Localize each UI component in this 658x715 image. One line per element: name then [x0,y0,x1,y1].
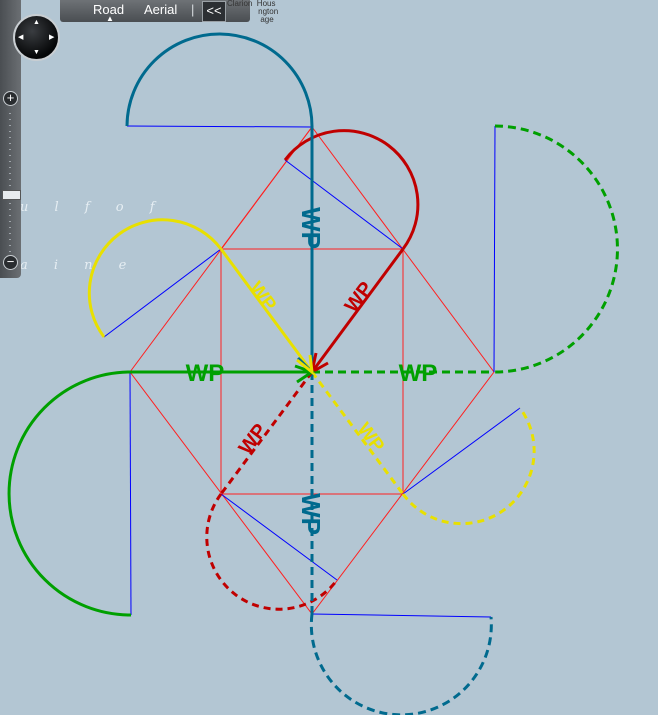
route-leg-red-northeast[interactable] [310,248,405,373]
route-leg-yellow-northwest[interactable] [219,248,314,373]
zoom-slider-thumb[interactable] [2,190,21,200]
pan-down-icon[interactable]: ▼ [33,49,40,56]
wp-label-red-northeast: WP [341,278,378,317]
waypoint-arc-blue-south [309,613,493,715]
pan-left-icon[interactable]: ◀ [18,34,24,41]
zoom-out-button[interactable]: − [3,255,18,270]
wp-label-yellow-southeast: WP [353,419,388,456]
wp-label-red-southwest: WP [235,420,272,459]
route-leg-red-southwest[interactable] [219,371,314,495]
pan-compass-control[interactable]: ▲ ▼ ◀ ▶ [13,14,60,61]
wp-label-yellow-northwest: WP [245,278,280,315]
waypoint-arc-blue-north [125,32,314,128]
wp-label-green-east: WP [399,360,438,387]
waypoint-arc-green-east [493,124,619,374]
zoom-panel: + − [0,0,21,278]
selected-tab-indicator: ▲ [106,14,114,23]
zoom-slider-track[interactable] [9,113,11,253]
guide-lines-blue [103,125,521,618]
waypoint-arc-yellow-southeast [401,407,536,526]
wp-label-blue-north: WP [296,207,326,249]
wp-label-green-west: WP [186,360,225,387]
waypoint-arc-yellow-northwest [87,218,223,338]
pan-up-icon[interactable]: ▲ [33,19,40,26]
wp-label-blue-south: WP [296,493,326,535]
route-leg-yellow-southeast[interactable] [310,371,405,495]
collapse-button[interactable]: << [202,1,226,22]
tab-aerial[interactable]: Aerial [144,2,178,17]
map-style-bar: Road ▲ Aerial | << [60,0,250,23]
pan-right-icon[interactable]: ▶ [49,34,55,41]
tab-separator: | [191,2,195,17]
waypoint-arc-green-west [7,370,132,617]
water-body-label-line1: u l f o f [20,200,157,215]
waypoint-arc-red-southwest [205,493,339,611]
water-body-label-line2: a i n e [20,258,129,273]
map-attribution: Clarion Hous ngton age [227,0,279,24]
tab-road[interactable]: Road [93,2,125,17]
center-arrowheads [294,352,329,384]
zoom-in-button[interactable]: + [3,91,18,106]
